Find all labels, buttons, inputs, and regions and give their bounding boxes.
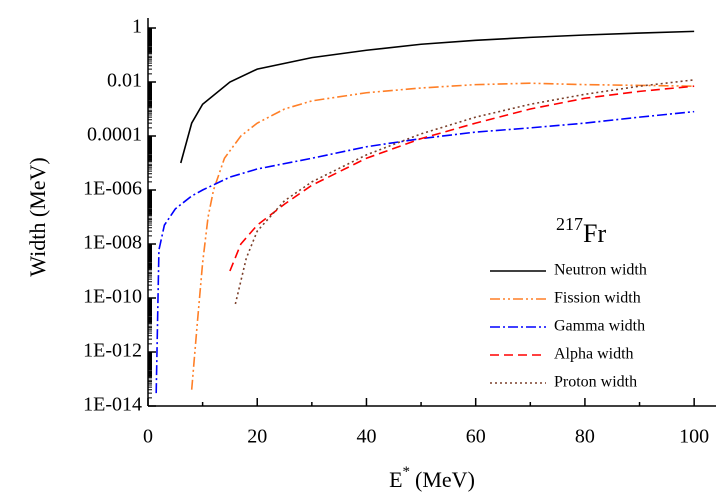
series-line <box>229 85 695 272</box>
legend-label: Gamma width <box>554 318 645 335</box>
series-line <box>234 79 695 305</box>
annotation-text: Fr <box>583 219 606 248</box>
x-label-unit: (MeV) <box>415 467 475 492</box>
legend-label: Fission width <box>554 290 641 307</box>
series-line <box>179 30 695 164</box>
legend-label: Neutron width <box>554 262 647 279</box>
y-tick-label: 0.01 <box>107 70 142 92</box>
y-tick-label: 1 <box>132 16 142 38</box>
series-line <box>155 110 695 394</box>
x-axis-label: E* (MeV) <box>389 464 475 492</box>
y-tick-label: 1E-012 <box>83 340 142 362</box>
legend-label: Alpha width <box>554 346 634 363</box>
y-axis-label: Width (MeV) <box>25 157 50 276</box>
y-tick-label: 1E-010 <box>83 286 142 308</box>
legend-label: Proton width <box>554 374 637 391</box>
y-tick-label: 1E-014 <box>83 394 142 416</box>
x-tick-label: 80 <box>575 426 595 448</box>
y-tick-label: 1E-006 <box>83 178 142 200</box>
annotation: 217Fr <box>556 214 606 248</box>
x-tick-label: 0 <box>143 426 153 448</box>
y-tick-label: 0.0001 <box>87 124 142 146</box>
x-tick-label: 60 <box>466 426 486 448</box>
x-tick-label: 20 <box>247 426 267 448</box>
series-line <box>190 82 695 390</box>
y-tick-label: 1E-008 <box>83 232 142 254</box>
x-tick-label: 100 <box>679 426 709 448</box>
annotation-sup: 217 <box>556 214 583 234</box>
x-label-sup: * <box>403 464 411 480</box>
x-tick-label: 40 <box>356 426 376 448</box>
x-label-base: E <box>389 467 402 492</box>
